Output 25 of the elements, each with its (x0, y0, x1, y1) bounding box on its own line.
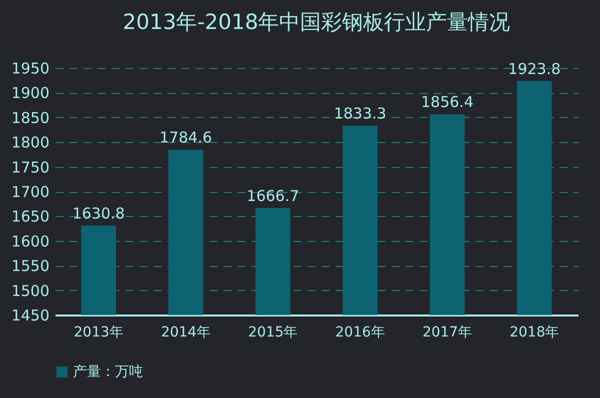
x-tick-label: 2014年 (160, 324, 211, 340)
data-label: 1630.8 (72, 204, 125, 223)
y-tick-label: 1700 (11, 183, 50, 201)
y-tick-label: 1750 (11, 158, 50, 176)
x-tick-label: 2017年 (422, 324, 472, 340)
y-tick-label: 1950 (11, 60, 50, 78)
y-tick-label: 1450 (11, 306, 50, 324)
x-tick-label: 2015年 (248, 324, 298, 340)
legend-label: 产量：万吨 (73, 364, 143, 380)
x-tick-label: 2013年 (74, 324, 124, 340)
y-tick-label: 1900 (11, 84, 50, 102)
y-tick-label: 1600 (11, 232, 50, 250)
data-label: 1856.4 (421, 93, 474, 112)
data-label: 1923.8 (508, 60, 561, 78)
y-tick-label: 1800 (11, 134, 50, 152)
y-tick-label: 1500 (11, 282, 50, 300)
y-tick-label: 1550 (11, 257, 50, 276)
y-tick-label: 1850 (11, 108, 50, 127)
y-tick-label: 1650 (11, 208, 50, 226)
chart-title: 2013年-2018年中国彩钢板行业产量情况 (122, 10, 510, 34)
x-tick-label: 2016年 (335, 324, 385, 340)
data-label: 1784.6 (160, 128, 212, 147)
data-label: 1666.7 (246, 186, 300, 205)
x-tick-label: 2018年 (510, 324, 560, 340)
data-label: 1833.3 (334, 104, 386, 123)
